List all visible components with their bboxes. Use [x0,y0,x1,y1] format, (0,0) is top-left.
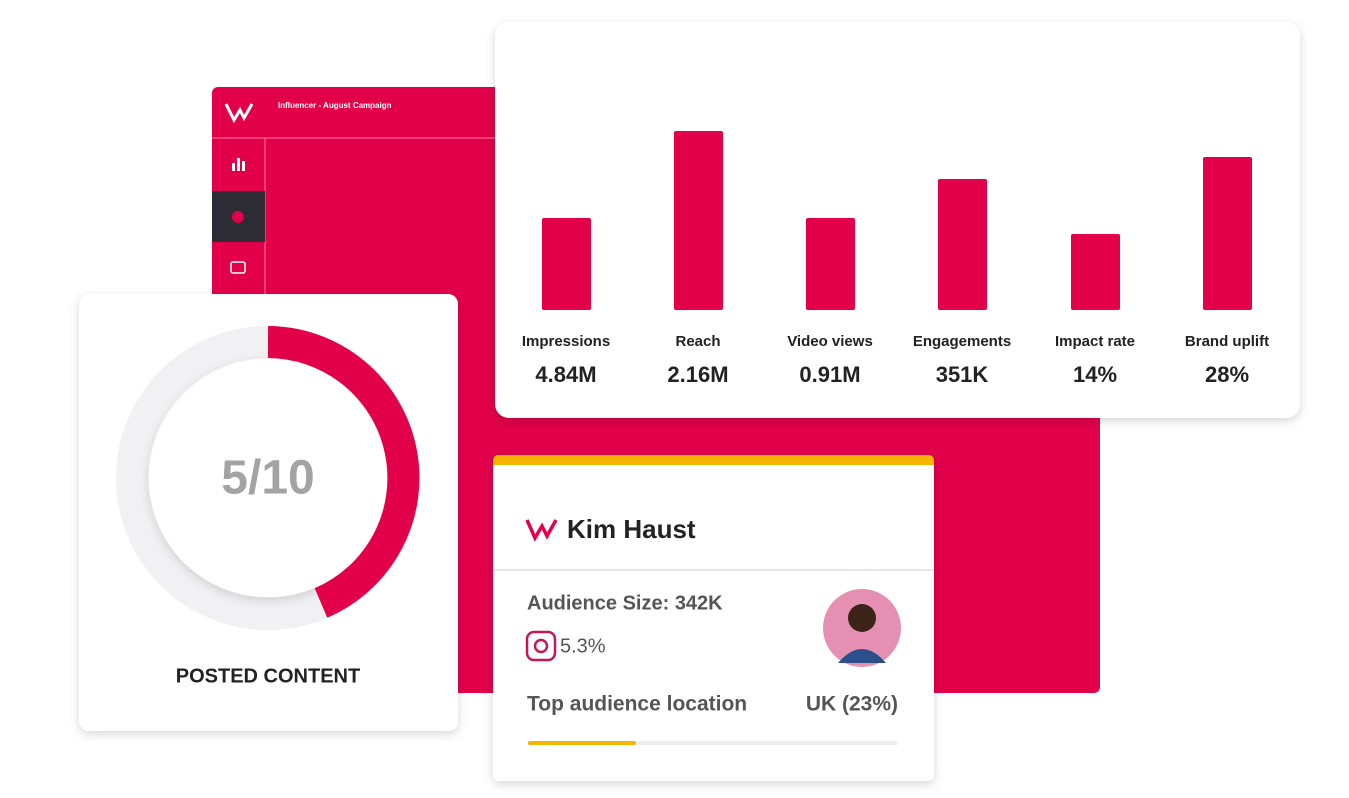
posted-label: POSTED CONTENT [176,665,360,687]
metric-label: Reach [675,333,720,350]
metric-label: Impact rate [1055,333,1135,350]
metric-value: 28% [1205,362,1249,387]
metric-label: Brand uplift [1185,333,1269,350]
metric-value: 2.16M [667,362,728,387]
bar-shape [542,218,591,310]
dashboard-title: Influencer - August Campaign [278,101,392,110]
metrics-card [495,22,1300,418]
nav-people-icon [232,211,244,223]
bar-shape [674,131,723,310]
decorative-bars [542,131,1252,310]
donut-inner [149,359,387,597]
nav-image-icon[interactable] [230,261,246,274]
location-fill [528,741,636,745]
location-label: Top audience location [527,693,747,716]
metric-label: Engagements [913,333,1011,350]
metric-texts: Impressions 4.84M Reach 2.16M Video views 0.9… [522,333,1269,387]
profile-accent [493,455,934,465]
profile-name: Kim Haust [567,514,696,544]
donut-arc [267,326,420,618]
metric-label: Video views [787,333,873,350]
bar-shape [806,218,855,310]
nav-chart-icon[interactable] [232,158,245,171]
metric-value: 14% [1073,362,1117,387]
location-value: UK (23%) [806,693,898,716]
avatar-face [848,604,876,632]
audience-size: Audience Size: 342K [527,592,723,614]
profile-logo [525,519,558,542]
metric-value: 0.91M [799,362,860,387]
bar-shape [1203,157,1252,310]
metric-value: 351K [936,362,989,387]
bar-shape [1071,234,1120,310]
instagram-lens [533,638,549,654]
bar-shape [938,179,987,310]
engagement-rate: 5.3% [560,635,606,657]
logo [224,103,254,124]
profile-card [493,455,934,781]
posted-count: 5/10 [221,452,314,505]
instagram-icon [525,630,557,662]
metric-value: 4.84M [535,362,596,387]
metric-label: Impressions [522,333,610,350]
avatar-body [838,649,886,663]
